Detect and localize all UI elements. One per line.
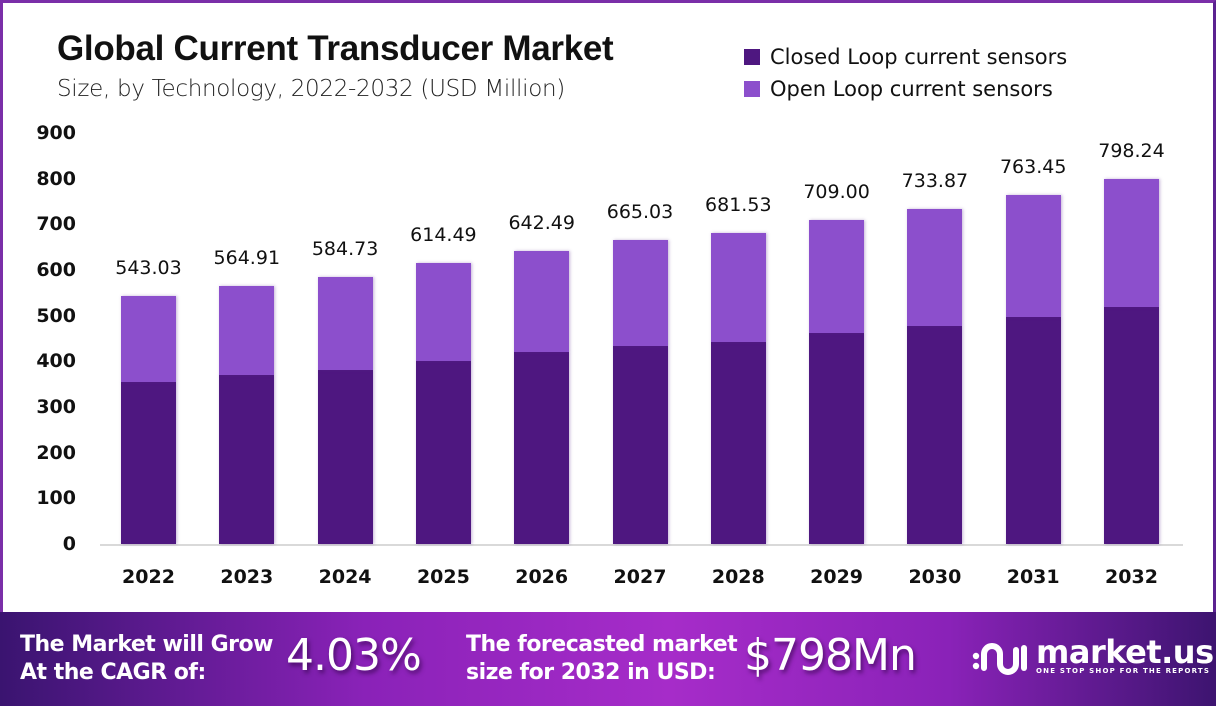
bar-closed-loop-2027 [612, 346, 668, 544]
forecast-label-line1: The forecasted market [466, 632, 738, 657]
bar-closed-loop-2023 [219, 375, 275, 544]
legend-item-closed-loop: Closed Loop current sensors [744, 41, 1067, 73]
bar-open-loop-2024 [317, 276, 373, 371]
y-tick-label: 200 [36, 441, 76, 464]
data-label-total-2029: 709.00 [803, 181, 870, 204]
bar-open-loop-2032 [1104, 179, 1159, 307]
bar-open-loop-2027 [612, 240, 668, 347]
y-tick-label: 0 [62, 533, 76, 555]
legend-item-open-loop: Open Loop current sensors [744, 73, 1067, 105]
bar-open-loop-2022 [121, 296, 176, 383]
bar-closed-loop-2026 [514, 351, 570, 544]
x-tick-label: 2022 [122, 566, 175, 588]
bar-open-loop-2031 [1005, 195, 1061, 317]
data-label-total-2024: 584.73 [311, 237, 379, 260]
legend-swatch-open-loop [744, 81, 760, 97]
bar-closed-loop-2030 [907, 325, 963, 544]
y-tick-label: 900 [36, 122, 76, 144]
bar-closed-loop-2031 [1005, 316, 1061, 544]
logo-name: market.us [1036, 633, 1214, 671]
bar-open-loop-2026 [514, 250, 570, 352]
y-tick-label: 100 [36, 487, 76, 510]
x-tick-label: 2031 [1006, 566, 1060, 588]
legend-swatch-closed-loop [744, 49, 760, 65]
legend-label-open-loop: Open Loop current sensors [770, 77, 1053, 101]
legend-label-closed-loop: Closed Loop current sensors [770, 45, 1068, 69]
bar-open-loop-2025 [415, 263, 471, 362]
bar-open-loop-2028 [710, 232, 766, 342]
chart-title: Global Current Transducer Market [57, 29, 614, 68]
data-label-total-2028: 681.53 [705, 193, 772, 216]
x-tick-label: 2030 [908, 566, 962, 588]
data-label-total-2025: 614.49 [410, 224, 477, 247]
x-tick-label: 2032 [1105, 566, 1158, 588]
x-tick-label: 2025 [416, 566, 470, 588]
x-tick-label: 2029 [810, 566, 864, 588]
data-label-total-2022: 543.03 [115, 257, 182, 280]
bar-closed-loop-2029 [809, 332, 865, 544]
x-tick-label: 2024 [318, 566, 372, 588]
cagr-label-line1: The Market will Grow [20, 632, 273, 657]
summary-banner: The Market will Grow At the CAGR of: 4.0… [0, 612, 1216, 706]
logo-mark-icon [972, 643, 1027, 675]
legend: Closed Loop current sensors Open Loop cu… [744, 41, 1067, 105]
market-us-logo: market.us ONE STOP SHOP FOR THE REPORTS [972, 634, 1214, 678]
data-label-total-2027: 665.03 [606, 201, 674, 224]
forecast-label-line2: size for 2032 in USD: [466, 660, 716, 685]
cagr-label-line2: At the CAGR of: [20, 660, 206, 685]
bar-closed-loop-2025 [415, 361, 471, 544]
bar-closed-loop-2024 [317, 370, 373, 544]
logo-tagline: ONE STOP SHOP FOR THE REPORTS [1036, 667, 1211, 675]
x-tick-label: 2027 [613, 566, 667, 588]
data-label-total-2026: 642.49 [508, 211, 575, 234]
y-tick-label: 600 [36, 259, 76, 281]
cagr-label: The Market will Grow At the CAGR of: [20, 631, 273, 687]
y-tick-label: 800 [36, 167, 76, 190]
x-tick-label: 2026 [515, 566, 569, 588]
bar-open-loop-2023 [219, 286, 275, 376]
x-tick-label: 2028 [711, 566, 765, 588]
y-tick-label: 700 [36, 213, 76, 236]
bar-closed-loop-2028 [710, 341, 766, 544]
cagr-value: 4.03% [286, 630, 422, 681]
chart-subtitle: Size, by Technology, 2022-2032 (USD Mill… [57, 76, 565, 102]
bar-open-loop-2029 [809, 220, 865, 333]
y-tick-label: 400 [36, 350, 76, 373]
data-label-total-2030: 733.87 [901, 169, 969, 192]
x-tick-label: 2023 [220, 566, 274, 588]
y-tick-label: 300 [36, 396, 76, 418]
y-tick-label: 500 [36, 304, 76, 327]
bar-open-loop-2030 [907, 208, 963, 326]
data-label-total-2031: 763.45 [999, 156, 1067, 179]
bar-closed-loop-2022 [121, 382, 176, 544]
bar-closed-loop-2032 [1104, 306, 1159, 544]
forecast-label: The forecasted market size for 2032 in U… [466, 631, 738, 687]
data-label-total-2032: 798.24 [1098, 140, 1165, 163]
x-axis-line [100, 544, 1183, 546]
forecast-value: $798Mn [744, 630, 917, 681]
data-label-total-2023: 564.91 [213, 247, 281, 270]
